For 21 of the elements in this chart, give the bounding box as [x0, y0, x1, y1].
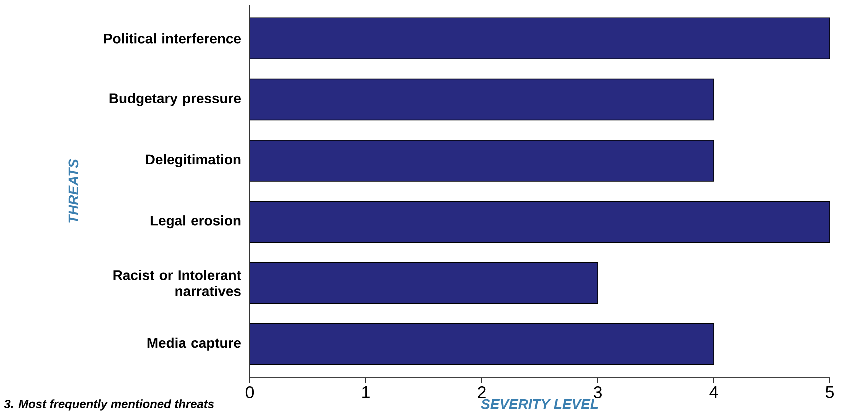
bar — [250, 18, 830, 60]
x-axis-title: SEVERITY LEVEL — [481, 399, 598, 410]
bar — [250, 323, 714, 366]
x-tick-label: 2 — [478, 386, 486, 398]
bar — [250, 140, 714, 182]
x-tick-label: 3 — [594, 386, 602, 399]
x-tick-label: 0 — [246, 386, 254, 399]
y-tick-label: Budgetary pressure — [110, 93, 241, 106]
y-axis-title: THREATS — [68, 159, 79, 223]
bar — [250, 78, 714, 121]
x-tick-label: 4 — [710, 386, 718, 398]
text: 3. Most frequently mentioned threats — [4, 400, 214, 411]
bar — [250, 262, 598, 304]
bar — [250, 201, 830, 243]
y-tick-label: Media capture — [148, 338, 241, 351]
y-tick-label: Political interference — [104, 34, 241, 44]
y-tick-label: Racist or Intolerant narratives — [114, 270, 242, 296]
y-tick-label: Legal erosion — [150, 216, 241, 229]
x-tick-label: 5 — [826, 386, 834, 398]
y-tick-label: Delegitimation — [146, 154, 241, 168]
x-tick-label: 1 — [362, 386, 370, 398]
